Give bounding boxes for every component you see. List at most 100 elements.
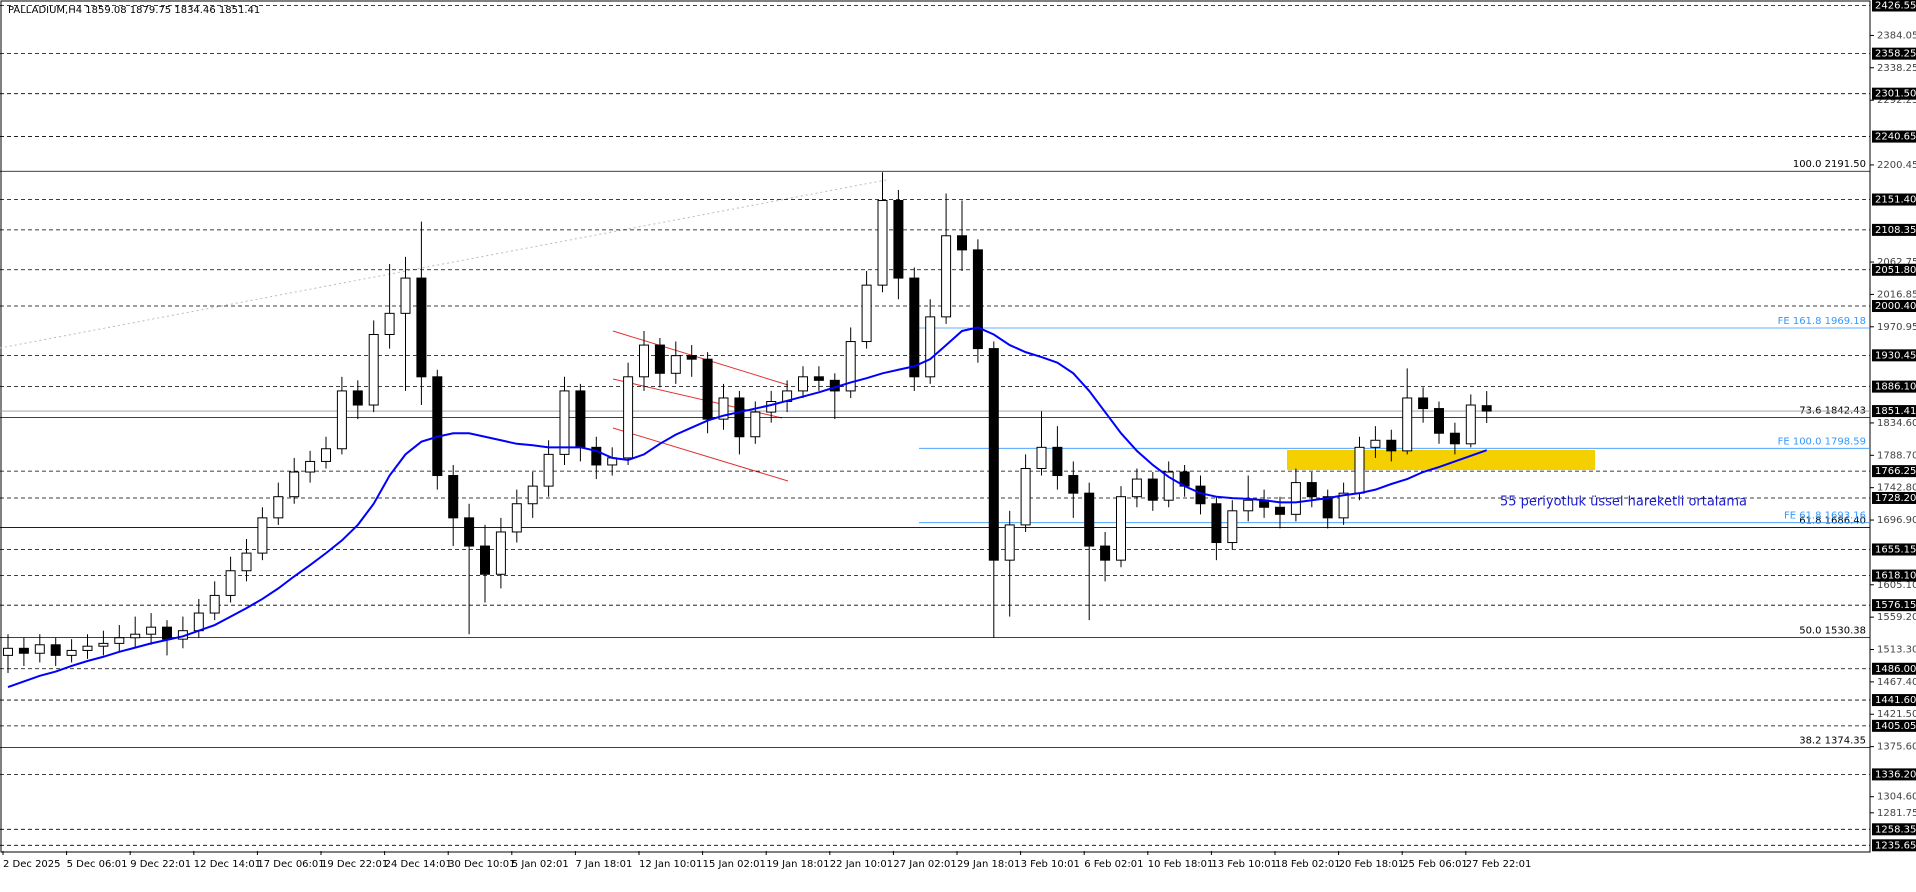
level-label: 2301.50 xyxy=(1875,89,1916,100)
fe-label: FE 161.8 1969.18 xyxy=(1778,316,1866,327)
candle-body xyxy=(591,446,602,466)
candle-body xyxy=(1036,446,1047,469)
candle-body xyxy=(1275,506,1285,515)
candle-body xyxy=(416,277,427,378)
candle-body xyxy=(527,485,538,505)
y-tick-label: 1834.60 xyxy=(1877,418,1916,429)
x-tick-label: 27 Feb 22:01 xyxy=(1466,859,1532,870)
candle-body xyxy=(766,400,777,413)
y-tick-label: 1970.95 xyxy=(1877,322,1916,333)
x-tick-label: 20 Feb 18:01 xyxy=(1339,859,1405,870)
level-label-box xyxy=(1872,465,1916,478)
y-tick-label: 1375.60 xyxy=(1877,742,1916,753)
level-label-box xyxy=(1872,543,1916,556)
candle-body xyxy=(257,517,268,554)
candle-body xyxy=(861,284,872,343)
level-label: 1576.15 xyxy=(1875,600,1916,611)
candle-body xyxy=(50,644,61,656)
y-tick-label: 2338.25 xyxy=(1877,63,1916,74)
x-tick-label: 19 Dec 22:01 xyxy=(321,859,388,870)
level-label: 1405.05 xyxy=(1875,721,1916,732)
candle-body xyxy=(1322,496,1333,519)
level-label-box xyxy=(1872,719,1916,732)
candle-body xyxy=(480,545,490,575)
candle-body xyxy=(1084,492,1095,547)
level-label-box xyxy=(1872,0,1916,12)
x-tick-label: 17 Dec 06:01 xyxy=(257,859,324,870)
candle-body xyxy=(1402,397,1413,452)
candle-body xyxy=(972,249,983,350)
candle-body xyxy=(209,594,220,614)
x-tick-label: 30 Dec 10:01 xyxy=(448,859,515,870)
candle-body xyxy=(845,341,856,392)
candle-body xyxy=(34,644,45,654)
candle-body xyxy=(114,637,125,644)
candle-body xyxy=(1100,545,1111,561)
candle-body xyxy=(511,503,522,533)
candle-body xyxy=(988,348,999,561)
candle-body xyxy=(98,642,109,647)
candle-body xyxy=(1290,482,1301,515)
x-tick-label: 12 Jan 10:01 xyxy=(639,859,702,870)
x-tick-label: 5 Dec 06:01 xyxy=(67,859,128,870)
candle-body xyxy=(464,517,475,547)
candle-body xyxy=(670,355,681,374)
level-label-box xyxy=(1872,47,1916,60)
candle-body xyxy=(1004,524,1015,561)
level-label: 2000.40 xyxy=(1875,301,1916,312)
level-label: 1618.10 xyxy=(1875,571,1916,582)
y-tick-label: 2384.05 xyxy=(1877,30,1916,41)
candle-body xyxy=(130,633,141,639)
x-tick-label: 15 Jan 02:01 xyxy=(703,859,766,870)
price-box xyxy=(1872,405,1916,418)
level-label: 1728.20 xyxy=(1875,493,1916,504)
x-tick-label: 7 Jan 18:01 xyxy=(575,859,632,870)
candle-body xyxy=(813,376,824,381)
level-label: 1336.20 xyxy=(1875,769,1916,780)
candle-body xyxy=(1052,446,1063,477)
candle-body xyxy=(1195,485,1206,505)
candle-body xyxy=(877,200,888,286)
candle-body xyxy=(273,496,284,519)
candle-body xyxy=(1434,408,1444,434)
level-label: 2426.55 xyxy=(1875,0,1916,11)
level-label: 1766.25 xyxy=(1875,466,1916,477)
candle-body xyxy=(734,397,745,438)
candle-body xyxy=(448,475,459,519)
candle-body xyxy=(193,612,204,632)
candle-body xyxy=(1243,499,1254,512)
level-label: 1441.60 xyxy=(1875,695,1916,706)
fibo-label: 50.0 1530.38 xyxy=(1799,625,1866,636)
fe-label: FE 61.8 1693.16 xyxy=(1784,511,1866,522)
chart-title: PALLADIUM,H4 1859.08 1879.75 1834.46 185… xyxy=(8,5,260,16)
level-label: 1930.45 xyxy=(1875,350,1916,361)
x-tick-label: 22 Jan 10:01 xyxy=(830,859,893,870)
candle-body xyxy=(18,647,29,654)
candle-body xyxy=(3,647,13,656)
level-label: 2108.35 xyxy=(1875,225,1916,236)
level-label-box xyxy=(1872,87,1916,100)
level-label: 1486.00 xyxy=(1875,664,1916,675)
fibo-label: 61.8 1686.40 xyxy=(1799,515,1866,526)
candle-body xyxy=(146,626,157,635)
level-label-box xyxy=(1872,130,1916,143)
candle-body xyxy=(1386,439,1397,452)
candle-body xyxy=(321,448,331,462)
x-tick-label: 25 Feb 06:01 xyxy=(1402,859,1468,870)
candle-body xyxy=(1306,482,1317,498)
level-label-box xyxy=(1872,380,1916,393)
candle-body xyxy=(1354,446,1365,494)
fibo-label: 38.2 1374.35 xyxy=(1799,735,1866,746)
candle-body xyxy=(384,312,395,336)
level-label-box xyxy=(1872,694,1916,707)
y-tick-label: 1696.90 xyxy=(1877,515,1916,526)
x-tick-label: 9 Dec 22:01 xyxy=(130,859,191,870)
candle-body xyxy=(623,376,634,459)
level-label: 2151.40 xyxy=(1875,195,1916,206)
candle-body xyxy=(957,235,967,251)
candle-body xyxy=(1418,397,1429,410)
x-tick-label: 10 Feb 18:01 xyxy=(1148,859,1214,870)
x-tick-label: 2 Dec 2025 xyxy=(3,859,61,870)
candle-body xyxy=(1020,467,1031,526)
